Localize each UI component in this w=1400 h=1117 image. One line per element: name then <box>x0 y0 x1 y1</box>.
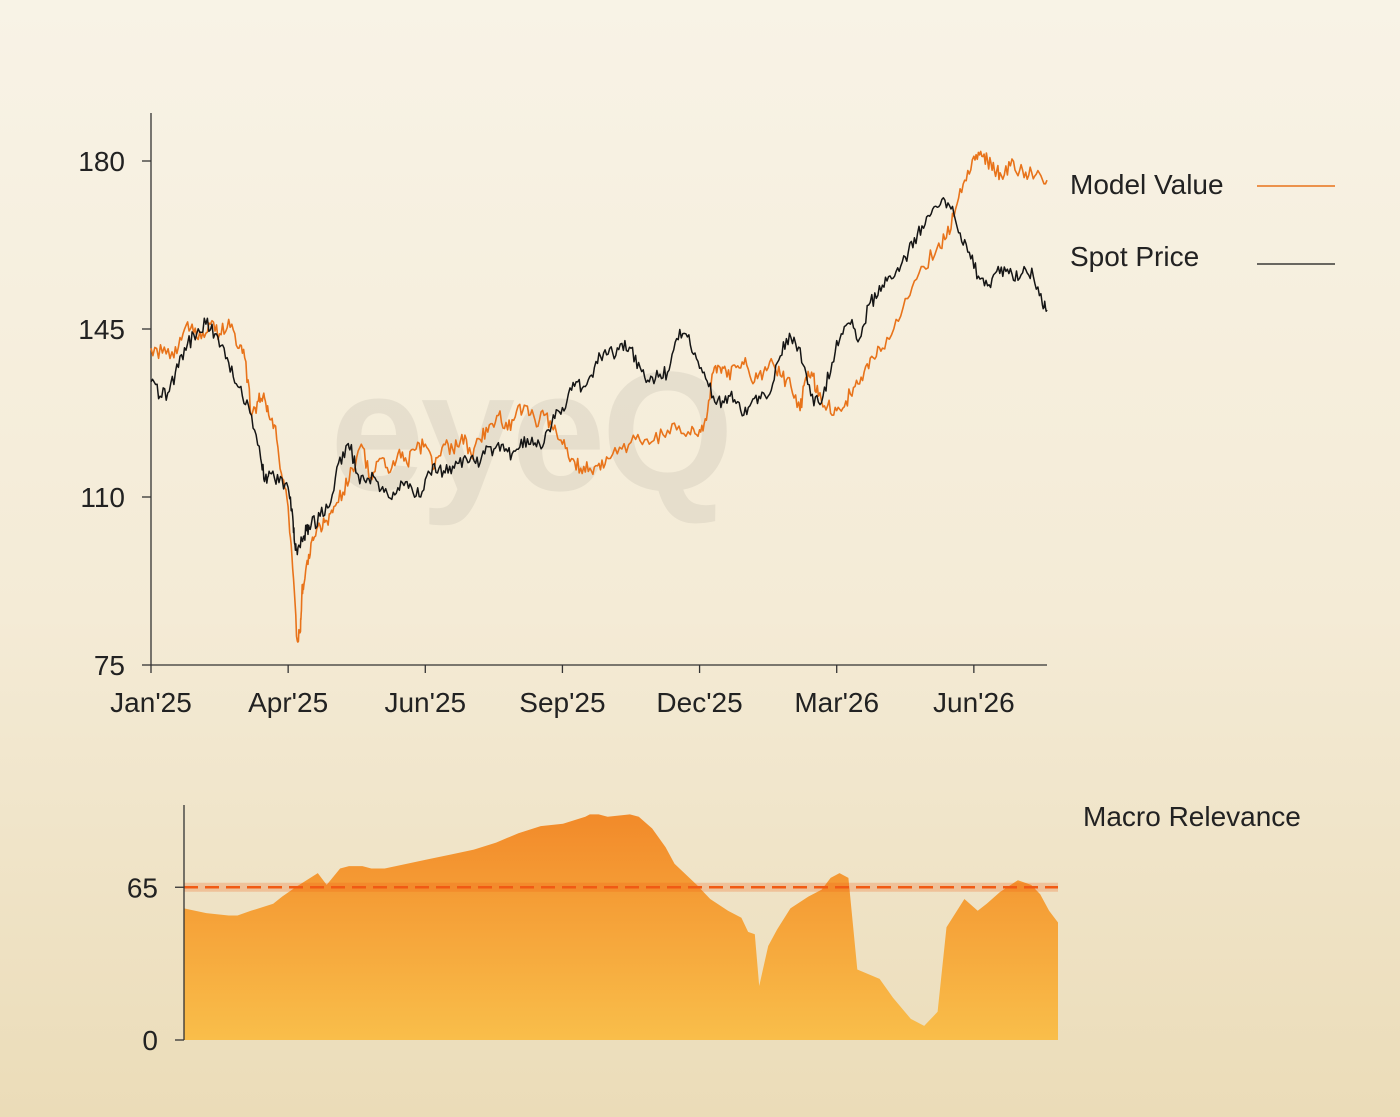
relevance-title: Macro Relevance <box>1083 801 1301 832</box>
x-tick-label: Apr'25 <box>248 687 328 718</box>
legend-label-model-value: Model Value <box>1070 169 1224 200</box>
relevance-y-tick-label: 0 <box>142 1025 158 1056</box>
x-tick-label: Jan'25 <box>110 687 192 718</box>
relevance-area <box>184 814 1058 1040</box>
series-lines <box>150 150 1048 643</box>
legend: Model Value Spot Price <box>1070 169 1335 272</box>
x-tick-label: Sep'25 <box>519 687 605 718</box>
y-tick-label: 75 <box>94 650 125 681</box>
y-tick-label: 145 <box>78 314 125 345</box>
price-chart: 75 110 145 180 Jan'25 Apr'25 Jun'25 Sep'25 Dec'… <box>78 113 1048 718</box>
relevance-y-tick-label: 65 <box>127 872 158 903</box>
x-tick-label: Mar'26 <box>794 687 879 718</box>
series-line-model-value <box>150 150 1048 643</box>
x-tick-label: Dec'25 <box>656 687 742 718</box>
x-axis-ticks: Jan'25 Apr'25 Jun'25 Sep'25 Dec'25 Mar'26 Jun'… <box>110 665 1015 718</box>
y-tick-label: 180 <box>78 146 125 177</box>
relevance-y-axis-ticks: 0 65 <box>127 872 184 1056</box>
legend-label-spot-price: Spot Price <box>1070 241 1199 272</box>
x-tick-label: Jun'26 <box>933 687 1015 718</box>
macro-relevance-chart: 0 65 Macro Relevance <box>127 801 1301 1056</box>
series-line-spot-price <box>150 197 1048 556</box>
y-axis-ticks: 75 110 145 180 <box>78 146 151 681</box>
y-tick-label: 110 <box>80 482 125 513</box>
x-tick-label: Jun'25 <box>384 687 466 718</box>
